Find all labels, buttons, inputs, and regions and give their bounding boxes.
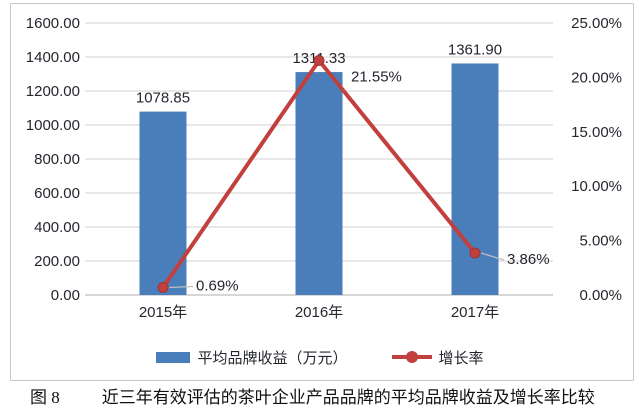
- line-data-label: 3.86%: [507, 251, 550, 268]
- left-axis-tick-label: 0.00: [51, 287, 80, 304]
- figure-title: 近三年有效评估的茶叶企业产品品牌的平均品牌收益及增长率比较: [101, 388, 595, 407]
- legend-label-growth: 增长率: [438, 349, 484, 367]
- line-data-label: 21.55%: [351, 69, 402, 86]
- line-series-swatch-icon: [391, 351, 432, 363]
- left-axis-tick-label: 1600.00: [26, 15, 80, 32]
- figure-caption: 图 8 近三年有效评估的茶叶企业产品品牌的平均品牌收益及增长率比较: [30, 383, 630, 408]
- line-data-label: 0.69%: [196, 277, 239, 294]
- left-axis-tick-label: 600.00: [34, 185, 80, 202]
- left-axis-tick-label: 200.00: [34, 253, 80, 270]
- bar-data-label: 1078.85: [136, 90, 190, 107]
- bar-2015年: [139, 111, 187, 296]
- left-axis-tick-label: 1200.00: [26, 83, 80, 100]
- x-axis-category-label: 2016年: [295, 304, 343, 321]
- left-axis-tick-label: 800.00: [34, 151, 80, 168]
- chart-plot: 0.00 200.00 400.00 600.00 800.00 1000.00 1200.…: [26, 15, 622, 321]
- x-axis-category-label: 2015年: [139, 304, 187, 321]
- right-axis-tick-label: 0.00%: [579, 287, 622, 304]
- legend-label-revenue: 平均品牌收益（万元）: [197, 349, 348, 367]
- right-axis-tick-label: 25.00%: [571, 15, 622, 32]
- figure-number: 图 8: [30, 388, 60, 407]
- right-axis-tick-label: 10.00%: [571, 178, 622, 195]
- right-axis-tick-label: 5.00%: [579, 233, 622, 250]
- bar-series-swatch-icon: [156, 351, 191, 363]
- left-axis-tick-label: 1400.00: [26, 49, 80, 66]
- left-axis-tick-label: 400.00: [34, 219, 80, 236]
- legend-item-revenue: 平均品牌收益（万元）: [156, 347, 348, 368]
- line-marker: [313, 55, 325, 67]
- legend-item-growth: 增长率: [391, 347, 484, 368]
- line-marker: [469, 247, 481, 259]
- left-axis-tick-label: 1000.00: [26, 117, 80, 134]
- data-label-leader-line: [168, 285, 194, 289]
- x-axis-category-label: 2017年: [451, 304, 499, 321]
- right-axis-tick-label: 15.00%: [571, 124, 622, 141]
- bar-2017年: [451, 63, 499, 295]
- line-marker: [157, 281, 169, 293]
- chart-legend: 平均品牌收益（万元） 增长率: [0, 346, 640, 368]
- data-label-leader-line: [480, 252, 505, 261]
- bar-data-label: 1361.90: [448, 41, 502, 58]
- bar-2016年: [295, 72, 343, 295]
- right-axis-tick-label: 20.00%: [571, 69, 622, 86]
